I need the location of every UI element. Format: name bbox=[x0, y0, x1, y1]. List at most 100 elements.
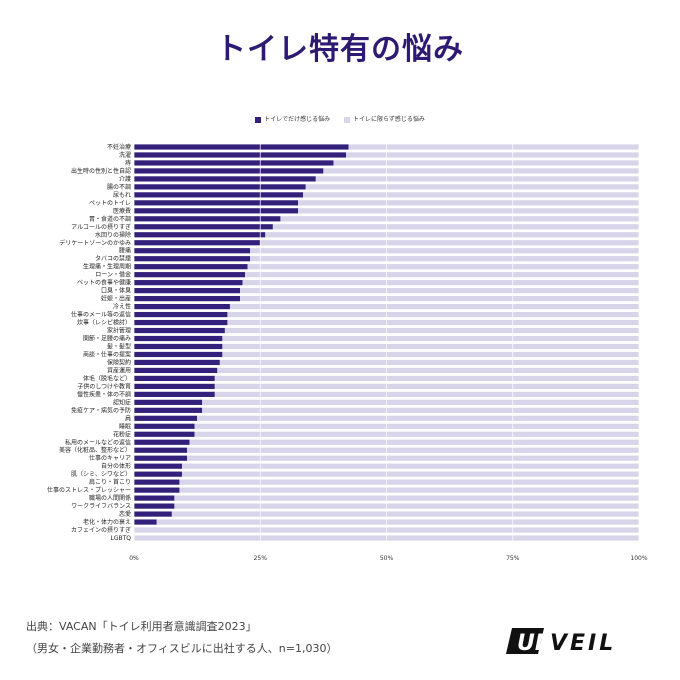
bar-toilet-only bbox=[134, 256, 251, 262]
bar-general bbox=[240, 288, 640, 294]
category-label: 関節・足腰の痛み bbox=[83, 335, 131, 343]
bar-toilet-only bbox=[134, 391, 215, 397]
bar-toilet-only bbox=[134, 447, 188, 453]
bar-general bbox=[298, 200, 639, 206]
bar-general bbox=[242, 280, 639, 286]
category-label: 口臭・体臭 bbox=[101, 287, 131, 295]
legend-swatch-toilet bbox=[255, 116, 262, 123]
category-label: 仕事のキャリア bbox=[89, 454, 131, 462]
bar-general bbox=[194, 431, 639, 437]
bar-toilet-only bbox=[134, 200, 299, 206]
chart-legend: トイレでだけ感じる悩み トイレに限らず感じる悩み bbox=[0, 114, 680, 123]
bar-toilet-only bbox=[134, 351, 223, 358]
bar-toilet-only bbox=[134, 240, 261, 246]
bar-general bbox=[315, 176, 639, 182]
bar-toilet-only bbox=[134, 216, 281, 222]
category-label: LGBTQ bbox=[111, 535, 132, 542]
bar-toilet-only bbox=[134, 335, 223, 342]
svg-text:UN: UN bbox=[517, 631, 553, 656]
bar-toilet-only bbox=[134, 184, 306, 190]
bar-toilet-only bbox=[134, 383, 215, 389]
category-label: 痔 bbox=[125, 159, 131, 167]
category-label: 肌（シミ、シワなど） bbox=[71, 470, 131, 478]
bar-toilet-only bbox=[134, 160, 334, 166]
category-label: デリケートゾーンのかゆみ bbox=[59, 239, 131, 247]
x-tick-label: 50% bbox=[380, 555, 394, 562]
bar-general bbox=[194, 423, 639, 429]
bar-general bbox=[303, 192, 639, 198]
bar-general bbox=[305, 184, 639, 190]
bar-toilet-only bbox=[134, 303, 230, 310]
bar-general bbox=[298, 208, 639, 214]
bar-toilet-only bbox=[134, 399, 203, 405]
bar-toilet-only bbox=[134, 208, 299, 214]
chart-title: トイレ特有の悩み bbox=[216, 32, 464, 67]
category-label: 胃・食道の不調 bbox=[89, 215, 131, 223]
category-label: 認知症 bbox=[113, 398, 131, 406]
bar-general bbox=[189, 439, 640, 445]
bar-general bbox=[333, 160, 639, 166]
bar-toilet-only bbox=[134, 343, 223, 350]
category-label: 水回りの掃除 bbox=[95, 231, 131, 239]
bar-general bbox=[156, 519, 639, 525]
category-label: 慢性疾患・体の不調 bbox=[77, 390, 131, 398]
bar-toilet-only bbox=[134, 319, 228, 326]
legend-label-general: トイレに限らず感じる悩み bbox=[353, 116, 425, 123]
bar-toilet-only bbox=[134, 272, 246, 278]
category-label: 肩こり・首こり bbox=[89, 478, 131, 486]
category-label: 睡眠 bbox=[119, 422, 131, 430]
category-label: 腸の不調 bbox=[107, 183, 131, 191]
bar-toilet-only bbox=[134, 375, 215, 382]
bar-general bbox=[227, 311, 640, 318]
bar-toilet-only bbox=[134, 176, 316, 182]
source-note: 出典：VACAN「トイレ利用者意識調査2023」 （男女・企業勤務者・オフィスビ… bbox=[26, 616, 337, 660]
bar-general bbox=[222, 343, 639, 350]
source-line-2: （男女・企業勤務者・オフィスビルに出社する人、n=1,030） bbox=[26, 642, 338, 655]
category-label: 美容（化粧品、整形など） bbox=[59, 446, 131, 454]
bar-toilet-only bbox=[134, 407, 203, 413]
bar-general bbox=[245, 272, 639, 278]
category-label: 肩 bbox=[125, 414, 131, 422]
bar-general bbox=[202, 407, 640, 413]
bar-general bbox=[222, 335, 639, 342]
category-label: 医療費 bbox=[113, 207, 131, 215]
bar-general bbox=[214, 375, 640, 382]
bar-general bbox=[171, 511, 639, 517]
svg-text:VEIL: VEIL bbox=[550, 631, 616, 656]
bar-general bbox=[222, 351, 639, 358]
category-label: 資産運用 bbox=[107, 366, 131, 374]
bar-general bbox=[214, 383, 640, 389]
category-label: タバコの禁煙 bbox=[95, 255, 131, 263]
bar-toilet-only bbox=[134, 248, 251, 254]
bar-toilet-only bbox=[134, 327, 225, 334]
bar-toilet-only bbox=[134, 311, 228, 318]
category-label: 不妊治療 bbox=[107, 143, 131, 151]
bar-toilet-only bbox=[134, 359, 220, 366]
category-label: 腰痛 bbox=[119, 247, 131, 255]
category-label: カフェインの摂りすぎ bbox=[71, 526, 131, 534]
category-label: 体毛（脱毛など） bbox=[83, 374, 131, 382]
bar-general bbox=[187, 447, 639, 453]
category-label: 妊娠・出産 bbox=[101, 295, 131, 303]
bar-general bbox=[265, 232, 639, 238]
category-label: 子供のしつけや教育 bbox=[77, 382, 131, 390]
category-label: 介護 bbox=[119, 175, 131, 183]
bar-general bbox=[247, 264, 639, 270]
bar-general bbox=[229, 303, 639, 310]
category-label: 商談・仕事の提案 bbox=[83, 350, 131, 358]
category-label: 花粉症 bbox=[113, 430, 131, 438]
source-line-1: 出典：VACAN「トイレ利用者意識調査2023」 bbox=[26, 620, 257, 633]
bar-general bbox=[224, 327, 639, 334]
bar-toilet-only bbox=[134, 471, 182, 477]
category-label: ペットのトイレ bbox=[89, 200, 131, 207]
x-tick-label: 75% bbox=[506, 555, 520, 562]
bar-toilet-only bbox=[134, 192, 304, 198]
category-label: 炊事（レシピ検討） bbox=[77, 319, 131, 327]
bar-toilet-only bbox=[134, 224, 273, 230]
bar-general bbox=[217, 367, 639, 374]
bar-general bbox=[250, 248, 639, 254]
bar-general bbox=[272, 224, 639, 230]
bar-general bbox=[179, 479, 639, 485]
bar-general bbox=[181, 471, 639, 477]
category-label: 私用のメールなどの返信 bbox=[65, 438, 131, 446]
